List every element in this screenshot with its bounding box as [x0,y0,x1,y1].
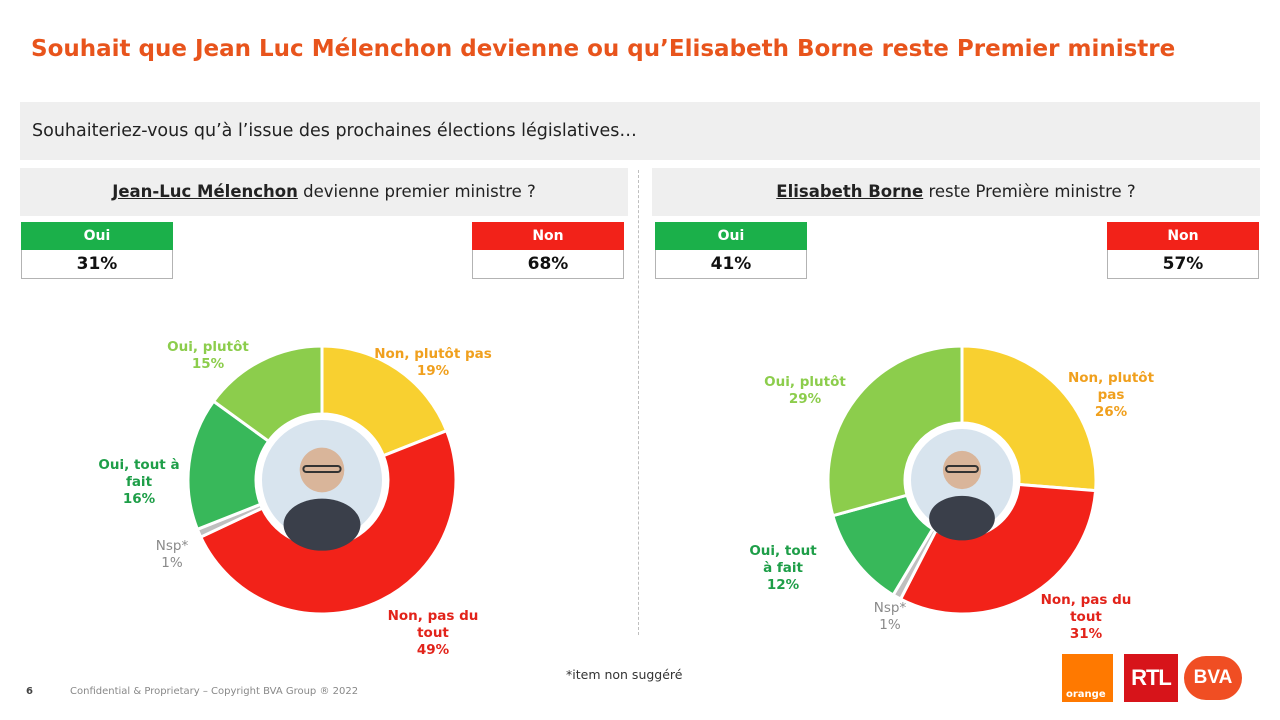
panel-question: devienne premier ministre ? [297,182,536,201]
rtl-logo: RTL [1124,654,1178,702]
panel-header-melenchon: Jean-Luc Mélenchon devienne premier mini… [20,168,628,216]
page-number: 6 [26,686,33,697]
donut-slice [211,344,324,444]
page-title: Souhait que Jean Luc Mélenchon devienne … [31,36,1176,62]
footnote: *item non suggéré [566,667,683,682]
question-text: Souhaiteriez-vous qu’à l’issue des proch… [32,121,637,141]
oui-header: Oui [655,222,807,250]
non-value: 57% [1107,250,1259,279]
non-total-box: Non 57% [1107,222,1259,280]
bva-logo: BVA [1184,656,1242,700]
candidate-portrait [258,416,386,551]
non-header: Non [472,222,624,250]
slice-label: Non, plutôt pas 19% [374,346,492,379]
candidate-name: Jean-Luc Mélenchon [112,182,298,201]
oui-total-box: Oui 41% [655,222,807,280]
slice-label: Non, pas du tout 49% [388,608,479,658]
panel-divider [638,170,639,635]
slice-label: Non, pas du tout 31% [1041,592,1132,642]
donut-chart [186,344,458,616]
slice-label: Oui, plutôt 29% [764,374,846,407]
candidate-portrait [907,425,1017,541]
oui-value: 31% [21,250,173,279]
copyright-notice: Confidential & Proprietary – Copyright B… [70,686,359,697]
donut-slice [960,344,1098,493]
slice-label: Oui, tout à fait 12% [749,543,817,593]
oui-header: Oui [21,222,173,250]
donut-slice [320,344,449,458]
non-header: Non [1107,222,1259,250]
slice-label: Oui, plutôt 15% [167,339,249,372]
oui-total-box: Oui 31% [21,222,173,280]
candidate-name: Elisabeth Borne [776,182,924,201]
slice-label: Non, plutôt pas 26% [1068,370,1155,420]
question-bar: Souhaiteriez-vous qu’à l’issue des proch… [20,102,1260,160]
non-value: 68% [472,250,624,279]
donut-chart [826,344,1098,616]
panel-question: reste Première ministre ? [923,182,1136,201]
donut-slice [198,428,458,616]
slice-label: Oui, tout à fait 16% [98,457,179,507]
slice-label: Nsp* 1% [874,600,907,633]
oui-value: 41% [655,250,807,279]
slice-label: Nsp* 1% [156,538,189,571]
donut-slice [826,344,964,518]
non-total-box: Non 68% [472,222,624,280]
donut-slice [898,482,1098,616]
panel-header-borne: Elisabeth Borne reste Première ministre … [652,168,1260,216]
orange-logo: orange [1062,654,1113,702]
